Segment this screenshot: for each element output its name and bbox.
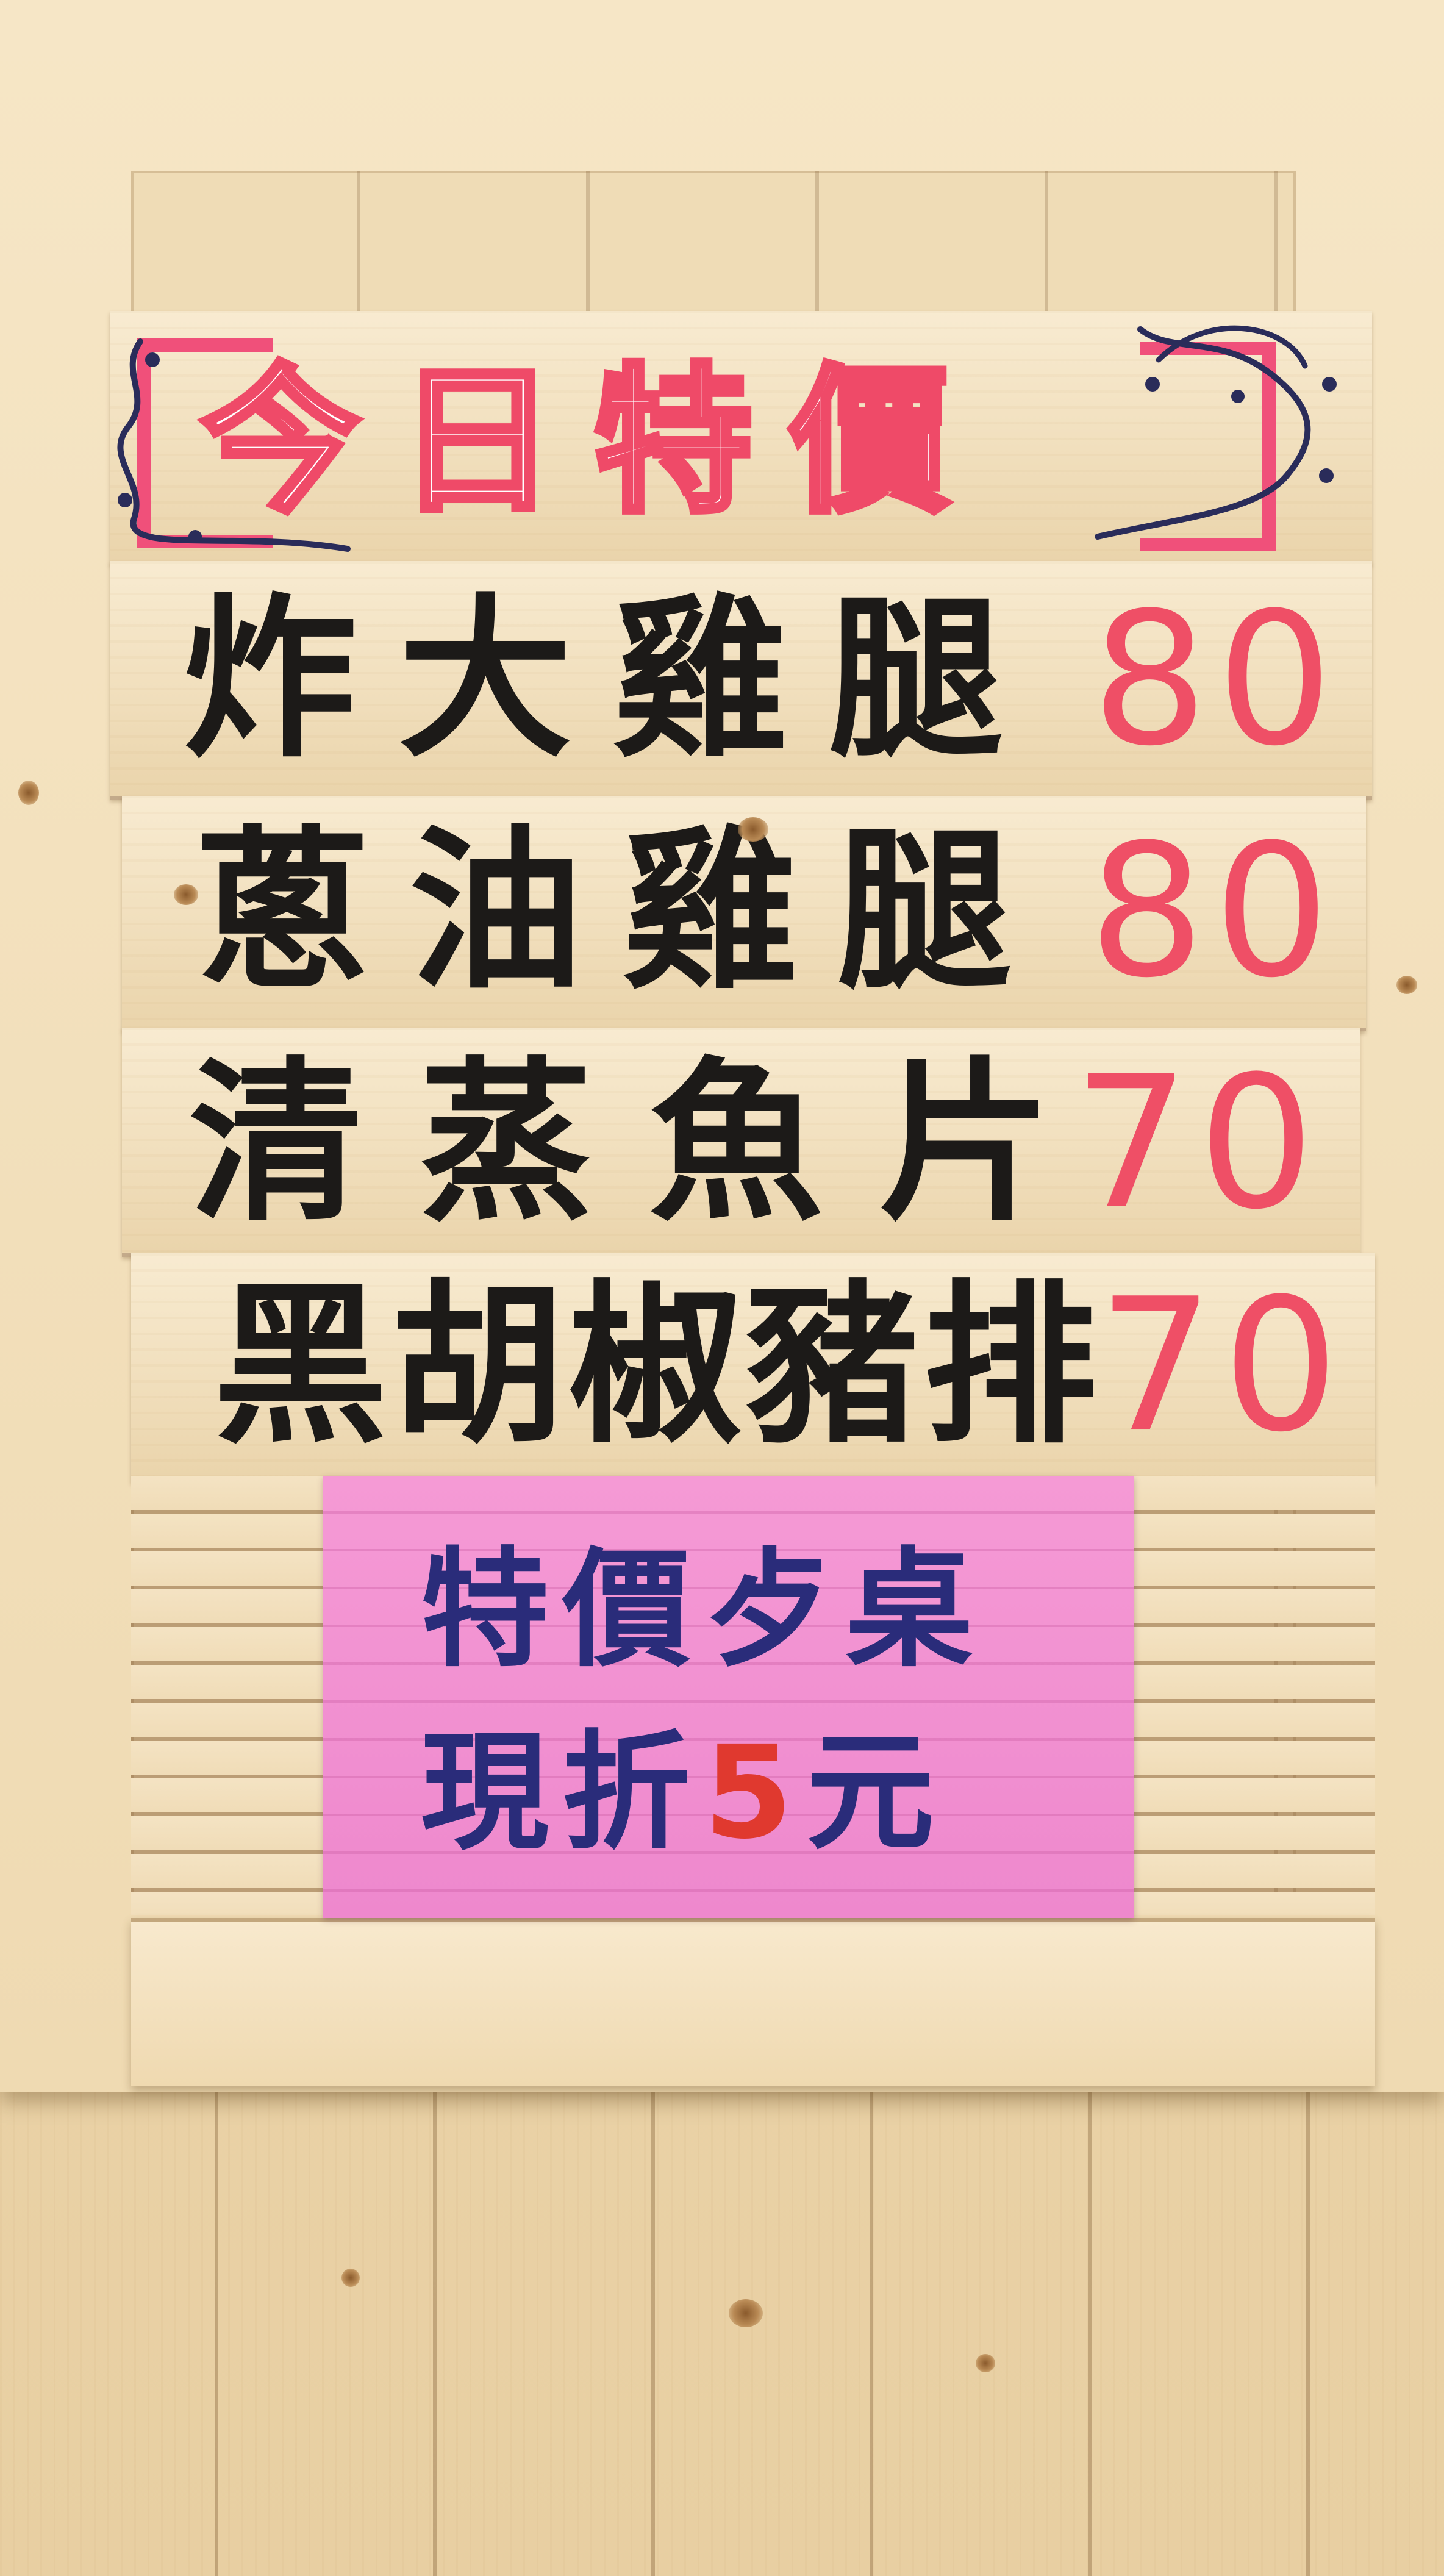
wood-knot — [729, 2299, 763, 2327]
menu-item-price: 80 — [1088, 805, 1339, 1018]
menu-item-name: 黑胡椒豬排 — [213, 1265, 1101, 1467]
notice-line-2: 現折5元 — [421, 1714, 948, 1872]
bottom-rail — [131, 1918, 1375, 2086]
wood-knot — [976, 2354, 995, 2372]
wood-knot — [341, 2269, 360, 2287]
wood-knot — [738, 817, 768, 842]
notice-prefix: 現折 — [421, 1718, 704, 1867]
discount-notice: 特價歺桌 現折5元 — [323, 1476, 1134, 1918]
menu-item-name: 蔥油雞腿 — [195, 810, 1051, 1013]
notice-ruled-lines — [323, 1476, 1134, 1918]
menu-item-price: 80 — [1092, 573, 1342, 786]
menu-item-price: 70 — [1098, 1259, 1348, 1472]
menu-item-name: 炸大雞腿 — [183, 579, 1044, 781]
item-plank — [131, 1253, 1375, 1483]
menu-item-price: 70 — [1073, 1037, 1323, 1250]
wood-knot — [18, 781, 39, 805]
squiggle-doodle-right — [1095, 325, 1337, 540]
item-plank — [122, 1028, 1360, 1257]
menu-item-name: 清蒸魚片 — [189, 1042, 1109, 1245]
notice-suffix: 元 — [806, 1718, 948, 1867]
wood-knot — [174, 884, 198, 905]
wood-knot — [1396, 976, 1417, 994]
notice-line-1: 特價歺桌 — [421, 1535, 987, 1684]
sign-title: 今日特價 — [198, 347, 987, 537]
notice-amount: 5 — [704, 1718, 807, 1867]
squiggle-doodle-left — [117, 338, 351, 552]
